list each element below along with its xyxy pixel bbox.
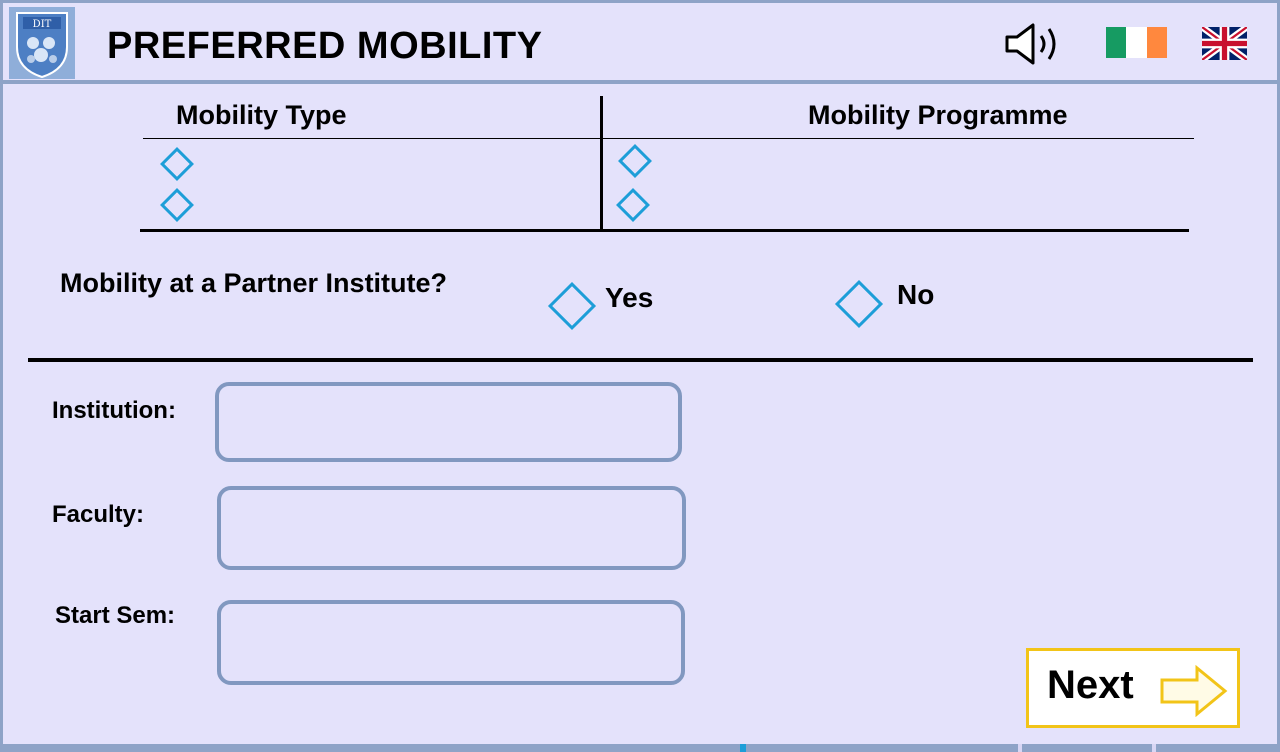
partner-yes-label[interactable]: Yes xyxy=(605,282,654,313)
next-button[interactable]: Next xyxy=(1026,648,1240,728)
partner-institute-question: Mobility at a Partner Institute? xyxy=(60,268,448,298)
arrow-right-icon xyxy=(1160,665,1228,717)
partner-no-label[interactable]: No xyxy=(897,279,935,310)
header-bar: DIT PREFERRED MOBILITY xyxy=(0,0,1280,84)
faculty-field[interactable] xyxy=(217,486,686,570)
table-header-divider xyxy=(143,138,1194,139)
table-column-divider xyxy=(600,96,603,229)
start-sem-label: Start Sem: xyxy=(55,602,176,629)
faculty-label: Faculty: xyxy=(52,501,145,528)
institution-label: Institution: xyxy=(52,397,176,424)
page-title: PREFERRED MOBILITY xyxy=(107,25,543,67)
section-divider xyxy=(28,358,1253,362)
uk-flag-icon[interactable] xyxy=(1202,27,1247,60)
dit-crest-icon: DIT xyxy=(9,7,75,79)
bottom-edge-marks xyxy=(0,744,1280,752)
next-label: Next xyxy=(1047,663,1134,707)
table-bottom-divider xyxy=(140,229,1189,232)
speaker-icon[interactable] xyxy=(1001,21,1067,67)
svg-text:DIT: DIT xyxy=(33,19,52,30)
start-sem-field[interactable] xyxy=(217,600,685,685)
institution-field[interactable] xyxy=(215,382,682,462)
mobility-type-header: Mobility Type xyxy=(176,100,347,130)
ireland-flag-icon[interactable] xyxy=(1106,27,1167,58)
mobility-programme-header: Mobility Programme xyxy=(808,100,1068,130)
